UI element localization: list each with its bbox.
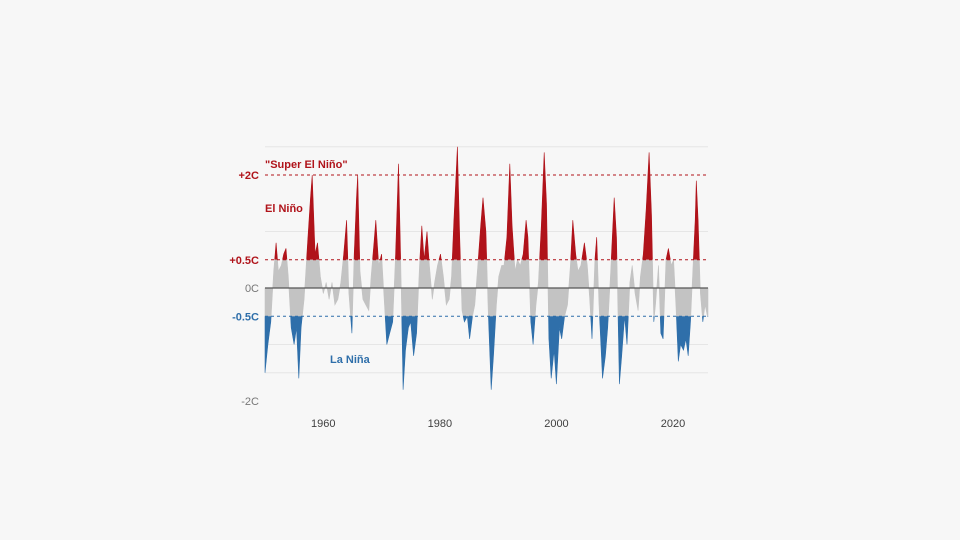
threshold-lines bbox=[265, 174, 708, 317]
x-tick-label: 1960 bbox=[311, 418, 335, 430]
y-tick-label: -2C bbox=[241, 396, 259, 408]
y-tick-label: 0C bbox=[245, 283, 259, 295]
la-nina-area bbox=[264, 316, 709, 390]
super-el-nino-label: "Super El Niño" bbox=[265, 159, 348, 171]
el-nino-label: El Niño bbox=[265, 203, 303, 215]
x-axis-labels: 1960 1980 2000 2020 bbox=[311, 418, 685, 430]
y-tick-label: +0.5C bbox=[229, 255, 259, 267]
y-tick-label: +2C bbox=[239, 170, 260, 182]
x-tick-label: 2020 bbox=[661, 418, 685, 430]
gridlines bbox=[265, 146, 708, 374]
x-tick-label: 1980 bbox=[428, 418, 452, 430]
la-nina-label: La Niña bbox=[330, 354, 371, 366]
y-axis-labels: +2C +0.5C 0C -0.5C -2C bbox=[229, 170, 259, 408]
x-tick-label: 2000 bbox=[544, 418, 568, 430]
el-nino-area bbox=[274, 146, 700, 260]
y-tick-label: -0.5C bbox=[232, 311, 259, 323]
